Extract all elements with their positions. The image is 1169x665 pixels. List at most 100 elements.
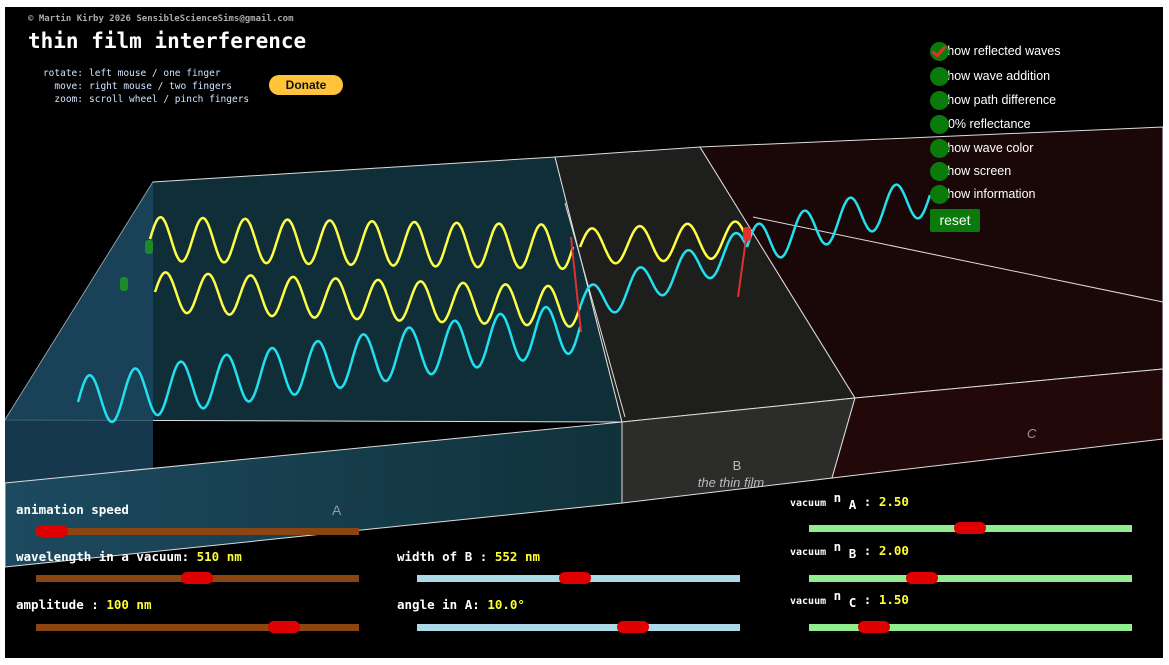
- slider-track[interactable]: [36, 624, 359, 631]
- checkbox[interactable]: [930, 41, 949, 61]
- slider-text: amplitude :: [16, 597, 99, 612]
- slider-sep: :: [863, 592, 872, 607]
- slider-sep: :: [863, 494, 872, 509]
- region-label: A: [332, 502, 342, 518]
- option-label: show path difference: [941, 93, 1057, 107]
- slider-text: wavelength in a vacuum:: [16, 549, 190, 564]
- option[interactable]: show wave color: [930, 138, 1033, 158]
- normal-line: [570, 236, 582, 333]
- slider-label: angle in A: 10.0°: [397, 597, 525, 612]
- option[interactable]: 30% reflectance: [930, 114, 1031, 134]
- slider-track[interactable]: [809, 575, 1132, 582]
- option[interactable]: show reflected waves: [930, 41, 1061, 61]
- wave: [76, 305, 582, 424]
- slider-label: animation speed: [16, 502, 129, 517]
- slider-track[interactable]: [809, 624, 1132, 631]
- wave: [153, 271, 582, 328]
- box-a-side: [5, 182, 153, 540]
- slider-thumb[interactable]: [858, 621, 890, 633]
- checkbox[interactable]: [930, 138, 949, 158]
- slider-thumb[interactable]: [559, 572, 591, 584]
- slider-label: vacuum n C : 1.50: [790, 588, 909, 610]
- source-marker: [120, 277, 128, 291]
- slider-thumb[interactable]: [181, 572, 213, 584]
- edge: [752, 216, 1163, 303]
- wave: [578, 220, 749, 265]
- credit: © Martin Kirby 2026 SensibleScienceSims@…: [28, 14, 294, 24]
- slider-sep: :: [863, 543, 872, 558]
- slider-thumb[interactable]: [617, 621, 649, 633]
- slider-thumb[interactable]: [906, 572, 938, 584]
- help-text: right mouse / two fingers: [89, 81, 232, 92]
- help-row: move: right mouse / two fingers: [27, 80, 249, 93]
- slider-prefix: vacuum: [790, 596, 827, 607]
- slider-thumb[interactable]: [268, 621, 300, 633]
- slider-text: animation speed: [16, 502, 129, 517]
- slider-n: n: [833, 539, 842, 554]
- option[interactable]: show wave addition: [930, 66, 1050, 86]
- slider-value: 2.00: [878, 543, 909, 558]
- option-label: show wave color: [941, 141, 1034, 155]
- checkmark: [931, 41, 947, 58]
- help-action: zoom:: [54, 94, 83, 105]
- slider-label: amplitude : 100 nm: [16, 597, 151, 612]
- normal-line: [737, 231, 748, 298]
- scene[interactable]: A B the thin film C: [5, 7, 1163, 658]
- slider-label: vacuum n A : 2.50: [790, 490, 909, 512]
- help-action: move:: [54, 81, 83, 92]
- slider-track[interactable]: [36, 528, 359, 535]
- simulation: A B the thin film C © Martin Kirby 2026 …: [5, 7, 1163, 658]
- slider-sub: C: [848, 595, 857, 610]
- checkbox[interactable]: [930, 66, 949, 86]
- checkbox[interactable]: [930, 90, 949, 110]
- option-label: show screen: [941, 164, 1012, 178]
- checkbox[interactable]: [930, 184, 949, 204]
- option-label: show reflected waves: [941, 44, 1061, 58]
- help-row: rotate: left mouse / one finger: [27, 67, 249, 80]
- source-marker: [145, 240, 153, 254]
- region-label: C: [1027, 426, 1037, 441]
- edge: [564, 202, 626, 418]
- help-text: left mouse / one finger: [89, 68, 221, 79]
- help-text: scroll wheel / pinch fingers: [89, 94, 250, 105]
- option-label: show wave addition: [941, 69, 1051, 83]
- option-label: 30% reflectance: [941, 117, 1031, 131]
- slider-prefix: vacuum: [790, 498, 827, 509]
- slider-n: n: [833, 588, 842, 603]
- donate-button[interactable]: Donate: [269, 75, 343, 95]
- box-c-top: [699, 126, 1163, 399]
- wave: [148, 215, 575, 271]
- slider-value: 1.50: [878, 592, 909, 607]
- title: thin film interference: [28, 29, 307, 53]
- slider-value: 100 nm: [106, 597, 152, 612]
- slider-label: width of B : 552 nm: [397, 549, 540, 564]
- slider-value: 552 nm: [494, 549, 540, 564]
- wave: [578, 231, 749, 314]
- checkbox[interactable]: [930, 114, 949, 134]
- slider-sub: A: [848, 497, 857, 512]
- slider-track[interactable]: [417, 624, 740, 631]
- option[interactable]: show screen: [930, 161, 1011, 181]
- slider-sub: B: [848, 546, 857, 561]
- slider-text: angle in A:: [397, 597, 480, 612]
- slider-text: width of B :: [397, 549, 488, 564]
- slider-value: 2.50: [878, 494, 909, 509]
- option[interactable]: show path difference: [930, 90, 1056, 110]
- slider-thumb[interactable]: [36, 525, 68, 537]
- film-label: the thin film: [698, 475, 765, 490]
- help-action: rotate:: [42, 68, 83, 79]
- checkbox[interactable]: [930, 161, 949, 181]
- help-row: zoom: scroll wheel / pinch fingers: [27, 93, 249, 106]
- reset-button[interactable]: reset: [930, 209, 980, 232]
- slider-label: wavelength in a vacuum: 510 nm: [16, 549, 242, 564]
- slider-n: n: [833, 490, 842, 505]
- box-c-front: [831, 368, 1163, 479]
- slider-value: 10.0°: [487, 597, 525, 612]
- slider-value: 510 nm: [196, 549, 242, 564]
- region-label: B: [733, 458, 742, 473]
- wave: [745, 183, 932, 259]
- option-label: show information: [941, 187, 1036, 201]
- slider-thumb[interactable]: [954, 522, 986, 534]
- option[interactable]: show information: [930, 184, 1036, 204]
- help: rotate: left mouse / one finger move: right…: [27, 67, 249, 106]
